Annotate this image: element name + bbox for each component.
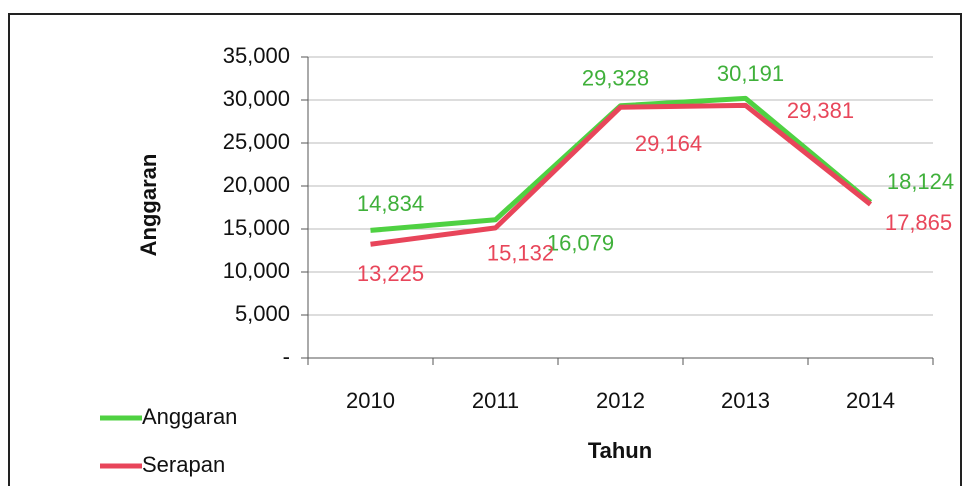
y-tick-label: 20,000 xyxy=(223,172,290,197)
x-tick-label: 2012 xyxy=(596,388,645,413)
data-label: 13,225 xyxy=(357,261,424,286)
data-label: 14,834 xyxy=(357,191,424,216)
data-label: 29,381 xyxy=(787,98,854,123)
data-label: 29,328 xyxy=(582,66,649,91)
frame xyxy=(8,13,962,486)
data-label: 30,191 xyxy=(717,61,784,86)
data-label: 18,124 xyxy=(887,169,954,194)
y-tick-label: - xyxy=(283,344,290,369)
y-axis-title: Anggaran xyxy=(136,154,161,257)
x-tick-label: 2010 xyxy=(346,388,395,413)
data-label: 17,865 xyxy=(885,210,952,235)
y-tick-label: 10,000 xyxy=(223,258,290,283)
legend-label: Serapan xyxy=(142,452,225,477)
y-tick-label: 5,000 xyxy=(235,301,290,326)
data-label: 15,132 xyxy=(487,241,554,266)
y-tick-label: 15,000 xyxy=(223,215,290,240)
x-tick-label: 2014 xyxy=(846,388,895,413)
y-tick-label: 25,000 xyxy=(223,129,290,154)
y-tick-label: 30,000 xyxy=(223,86,290,111)
y-tick-label: 35,000 xyxy=(223,43,290,68)
data-label: 29,164 xyxy=(635,131,702,156)
x-tick-label: 2011 xyxy=(472,388,519,413)
x-tick-label: 2013 xyxy=(721,388,770,413)
data-label: 16,079 xyxy=(547,231,614,256)
x-axis-title: Tahun xyxy=(588,438,652,463)
series-line xyxy=(370,102,873,247)
legend-label: Anggaran xyxy=(142,404,237,429)
